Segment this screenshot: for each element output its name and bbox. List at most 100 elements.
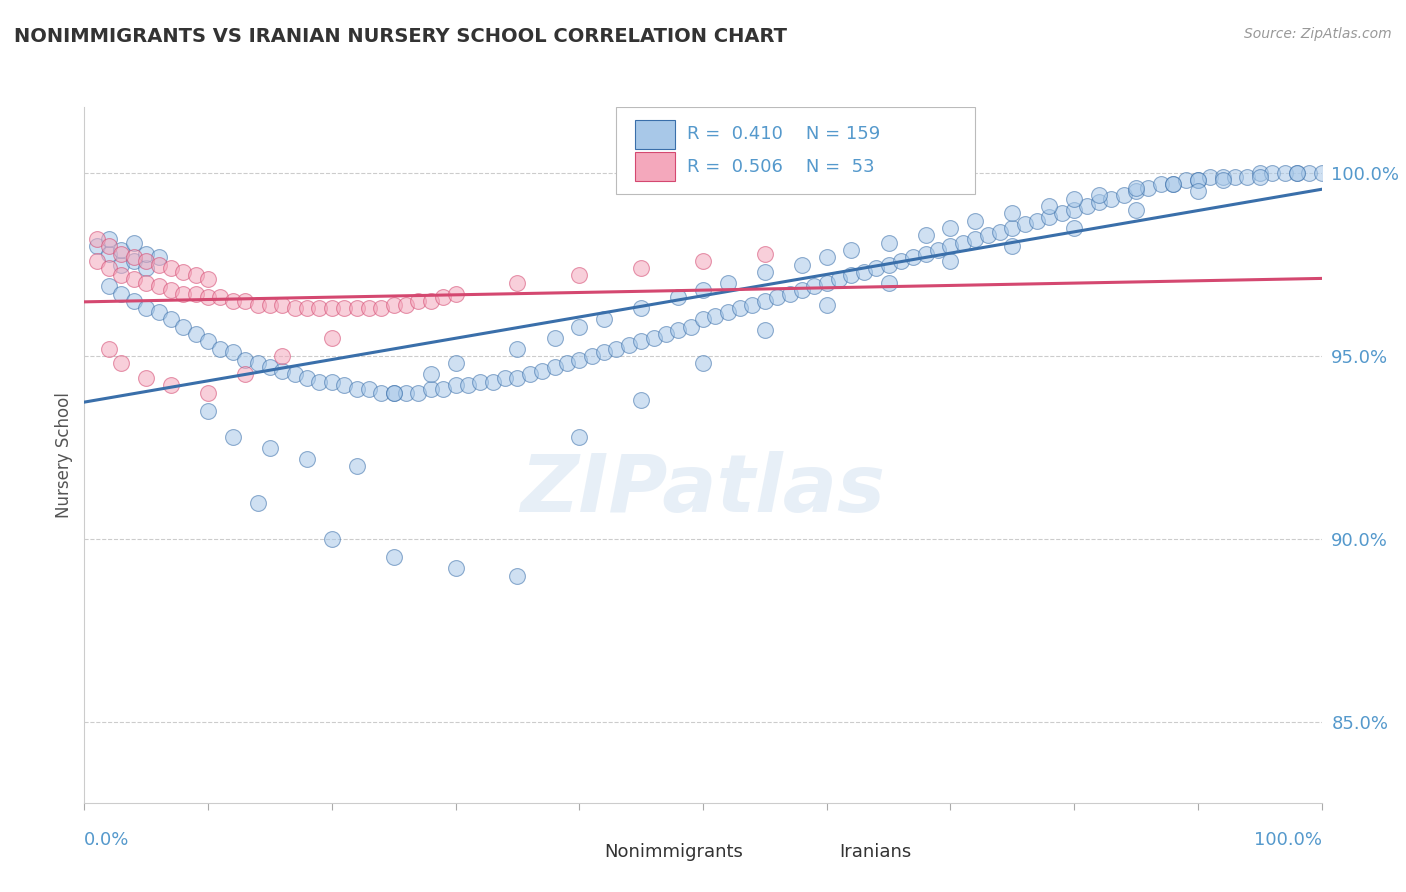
Point bbox=[939, 253, 962, 268]
Point bbox=[259, 359, 281, 374]
Point bbox=[246, 495, 269, 509]
Point bbox=[939, 239, 962, 253]
Point bbox=[1050, 206, 1073, 220]
Point bbox=[568, 352, 591, 367]
Point bbox=[692, 312, 714, 326]
Point bbox=[233, 352, 256, 367]
Point bbox=[444, 378, 467, 392]
Point bbox=[395, 298, 418, 312]
Point bbox=[160, 283, 183, 297]
Point bbox=[246, 298, 269, 312]
Point bbox=[555, 356, 578, 370]
FancyBboxPatch shape bbox=[787, 838, 827, 867]
Point bbox=[704, 309, 727, 323]
Point bbox=[419, 368, 441, 382]
Point bbox=[382, 385, 405, 400]
Point bbox=[506, 568, 529, 582]
Point bbox=[815, 250, 838, 264]
Point bbox=[803, 279, 825, 293]
Point bbox=[172, 286, 194, 301]
Point bbox=[679, 319, 702, 334]
Text: NONIMMIGRANTS VS IRANIAN NURSERY SCHOOL CORRELATION CHART: NONIMMIGRANTS VS IRANIAN NURSERY SCHOOL … bbox=[14, 27, 787, 45]
Point bbox=[408, 385, 430, 400]
Point bbox=[333, 301, 356, 316]
Point bbox=[779, 286, 801, 301]
Point bbox=[321, 532, 343, 546]
Point bbox=[470, 375, 492, 389]
Point bbox=[1038, 199, 1060, 213]
Point bbox=[382, 550, 405, 565]
Point bbox=[1038, 210, 1060, 224]
Point bbox=[481, 375, 503, 389]
Point bbox=[110, 243, 132, 257]
Point bbox=[841, 243, 863, 257]
Point bbox=[321, 331, 343, 345]
Point bbox=[295, 451, 318, 466]
Point bbox=[655, 327, 678, 342]
Point bbox=[1026, 213, 1049, 227]
Point bbox=[754, 323, 776, 337]
Point bbox=[370, 301, 392, 316]
Point bbox=[110, 258, 132, 272]
Point bbox=[122, 250, 145, 264]
Point bbox=[815, 298, 838, 312]
Point bbox=[1125, 180, 1147, 194]
Point bbox=[1174, 173, 1197, 187]
Point bbox=[617, 338, 640, 352]
Point bbox=[877, 235, 900, 250]
Point bbox=[543, 359, 565, 374]
Text: Nonimmigrants: Nonimmigrants bbox=[605, 843, 742, 861]
Point bbox=[692, 253, 714, 268]
Point bbox=[357, 301, 380, 316]
Point bbox=[728, 301, 751, 316]
Point bbox=[903, 250, 925, 264]
Point bbox=[630, 334, 652, 349]
Point bbox=[370, 385, 392, 400]
Point bbox=[98, 342, 121, 356]
Point bbox=[1112, 188, 1135, 202]
Point bbox=[110, 286, 132, 301]
Text: 100.0%: 100.0% bbox=[1254, 830, 1322, 848]
Point bbox=[568, 429, 591, 443]
Point bbox=[86, 253, 108, 268]
Point bbox=[1001, 220, 1024, 235]
Point bbox=[222, 345, 245, 359]
Point bbox=[1088, 195, 1111, 210]
Point bbox=[506, 342, 529, 356]
Point bbox=[110, 268, 132, 283]
Point bbox=[321, 375, 343, 389]
Point bbox=[233, 294, 256, 309]
Point bbox=[98, 232, 121, 246]
Point bbox=[395, 385, 418, 400]
Point bbox=[1274, 166, 1296, 180]
Point bbox=[790, 283, 813, 297]
Point bbox=[692, 283, 714, 297]
Point bbox=[1137, 180, 1160, 194]
Point bbox=[333, 378, 356, 392]
Point bbox=[976, 228, 998, 243]
Point bbox=[222, 429, 245, 443]
Point bbox=[1063, 202, 1085, 217]
Text: Source: ZipAtlas.com: Source: ZipAtlas.com bbox=[1244, 27, 1392, 41]
Text: R =  0.410    N = 159: R = 0.410 N = 159 bbox=[688, 125, 880, 144]
Point bbox=[1076, 199, 1098, 213]
Point bbox=[197, 290, 219, 304]
Point bbox=[568, 268, 591, 283]
Point bbox=[1199, 169, 1222, 184]
Point bbox=[1187, 184, 1209, 198]
Point bbox=[1285, 166, 1308, 180]
Point bbox=[1014, 217, 1036, 231]
Point bbox=[209, 342, 232, 356]
Point bbox=[209, 290, 232, 304]
Point bbox=[1187, 173, 1209, 187]
Point bbox=[1285, 166, 1308, 180]
Point bbox=[271, 349, 294, 363]
Point bbox=[593, 312, 616, 326]
Point bbox=[717, 305, 740, 319]
Point bbox=[246, 356, 269, 370]
Point bbox=[197, 404, 219, 418]
Point bbox=[1150, 177, 1173, 191]
Point bbox=[172, 319, 194, 334]
Point bbox=[148, 279, 170, 293]
Point bbox=[457, 378, 479, 392]
